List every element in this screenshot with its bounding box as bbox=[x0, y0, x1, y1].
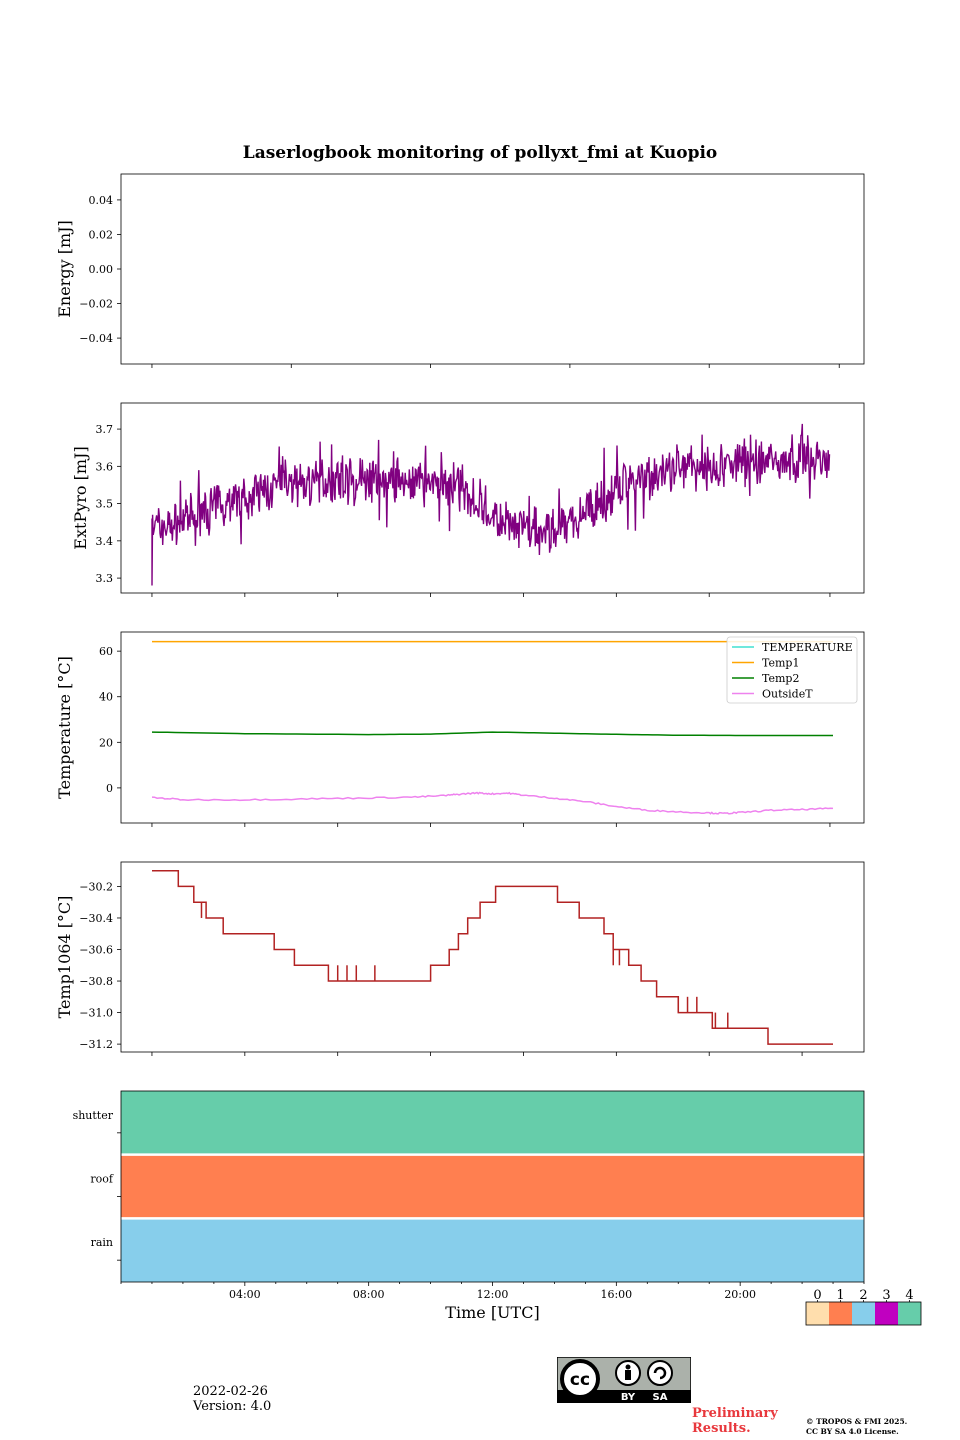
colorbar-cell-0 bbox=[806, 1302, 829, 1325]
traces bbox=[151, 640, 834, 815]
axes-frame bbox=[120, 861, 865, 1053]
panel-energy: 0.04 0.02 0.00 −0.02 −0.04 Energy [mJ] bbox=[55, 173, 865, 368]
x-tick-label: 16:00 bbox=[600, 1288, 632, 1301]
traces bbox=[152, 869, 833, 1045]
y-tick-label: 0.04 bbox=[89, 194, 114, 207]
colorbar-tick-label: 1 bbox=[836, 1288, 844, 1303]
svg-text:cc: cc bbox=[570, 1370, 590, 1390]
legend-label-Temp2: Temp2 bbox=[762, 672, 799, 685]
y-tick-label: 0.00 bbox=[89, 263, 114, 276]
date-label: 2022-02-26 bbox=[193, 1384, 268, 1399]
series-line-OutsideT bbox=[151, 791, 834, 815]
y-tick-label: −31.2 bbox=[79, 1038, 113, 1051]
status-row-rain bbox=[121, 1218, 864, 1282]
y-tick-label: −30.6 bbox=[79, 944, 113, 957]
legend-label-OutsideT: OutsideT bbox=[762, 688, 813, 701]
colorbar-cell-1 bbox=[829, 1302, 852, 1325]
cc-license-icon: cc BY SA bbox=[557, 1357, 691, 1403]
traces bbox=[151, 423, 831, 586]
version-label: Version: 4.0 bbox=[193, 1399, 272, 1414]
axes-frame bbox=[120, 1090, 865, 1283]
license-line: CC BY SA 4.0 License. bbox=[806, 1427, 899, 1436]
legend-label-TEMPERATURE: TEMPERATURE bbox=[762, 641, 853, 654]
y-tick-label: 3.3 bbox=[96, 572, 114, 585]
copyright-block: © TROPOS & FMI 2025. CC BY SA 4.0 Licens… bbox=[806, 1417, 907, 1437]
status-row-shutter bbox=[121, 1091, 864, 1155]
panel-extpyro: 3.7 3.6 3.5 3.4 3.3 ExtPyro [mJ] bbox=[71, 402, 865, 597]
colorbar-frame bbox=[805, 1301, 922, 1326]
y-tick-label: −0.02 bbox=[79, 298, 113, 311]
status-row-roof bbox=[121, 1154, 864, 1219]
series-line-Temp1064 bbox=[152, 869, 833, 1045]
y-axis-label: ExtPyro [mJ] bbox=[71, 446, 90, 549]
cc-by-label: BY bbox=[621, 1392, 636, 1403]
x-tick-label: 08:00 bbox=[353, 1288, 385, 1301]
y-tick-label: 40 bbox=[99, 691, 113, 704]
row-label-rain: rain bbox=[91, 1236, 113, 1249]
x-axis-label: Time [UTC] bbox=[445, 1303, 539, 1322]
y-tick-label: 60 bbox=[99, 645, 113, 658]
y-tick-label: 0.02 bbox=[89, 228, 114, 241]
y-axis-label: Temperature [°C] bbox=[55, 656, 74, 799]
legend-label-Temp1: Temp1 bbox=[762, 657, 799, 670]
colorbar-cell-2 bbox=[852, 1302, 875, 1325]
colorbar-cell-3 bbox=[875, 1302, 898, 1325]
colorbar-tick-label: 4 bbox=[905, 1288, 913, 1303]
series-line-Temp2 bbox=[151, 731, 833, 737]
axes-frame bbox=[120, 173, 865, 365]
panel-status: shutter roof rain 04:00 08:00 12:00 16:00 20:00… bbox=[73, 1090, 865, 1322]
y-tick-label: 3.7 bbox=[96, 423, 114, 436]
y-tick-label: −31.0 bbox=[79, 1007, 113, 1020]
legend-box bbox=[726, 636, 858, 704]
colorbar-tick-label: 3 bbox=[882, 1288, 890, 1303]
x-tick-label: 04:00 bbox=[229, 1288, 261, 1301]
y-axis-label: Energy [mJ] bbox=[55, 220, 74, 318]
colorbar-tick-label: 0 bbox=[813, 1288, 821, 1303]
y-tick-label: −30.8 bbox=[79, 975, 113, 988]
y-tick-label: 3.6 bbox=[96, 460, 114, 473]
y-tick-label: 0 bbox=[106, 782, 113, 795]
y-tick-label: 3.5 bbox=[96, 498, 114, 511]
axes-frame bbox=[120, 631, 865, 824]
colorbar-tick-label: 2 bbox=[859, 1288, 867, 1303]
copyright-line: © TROPOS & FMI 2025. bbox=[806, 1417, 908, 1426]
legend: TEMPERATURE Temp1 Temp2 OutsideT bbox=[726, 636, 858, 704]
axes-frame bbox=[120, 402, 865, 594]
row-label-roof: roof bbox=[90, 1173, 114, 1186]
series-line-ExtPyro bbox=[151, 423, 831, 586]
preliminary-label: Preliminary Results. bbox=[692, 1406, 778, 1436]
y-tick-label: −0.04 bbox=[79, 332, 113, 345]
panel-temp1064: −30.2 −30.4 −30.6 −30.8 −31.0 −31.2 Temp1064 [… bbox=[55, 861, 865, 1056]
y-tick-label: −30.4 bbox=[79, 912, 113, 925]
date-version: 2022-02-26 Version: 4.0 bbox=[193, 1384, 271, 1414]
y-tick-label: 3.4 bbox=[96, 535, 114, 548]
chart-title: Laserlogbook monitoring of pollyxt_fmi a… bbox=[243, 143, 718, 163]
colorbar-cell-4 bbox=[898, 1302, 921, 1325]
x-tick-label: 20:00 bbox=[724, 1288, 756, 1301]
x-tick-label: 12:00 bbox=[477, 1288, 509, 1301]
y-tick-label: −30.2 bbox=[79, 880, 113, 893]
cc-sa-label: SA bbox=[653, 1392, 668, 1403]
y-axis-label: Temp1064 [°C] bbox=[55, 896, 74, 1019]
row-label-shutter: shutter bbox=[73, 1109, 114, 1122]
y-tick-label: 20 bbox=[99, 736, 113, 749]
